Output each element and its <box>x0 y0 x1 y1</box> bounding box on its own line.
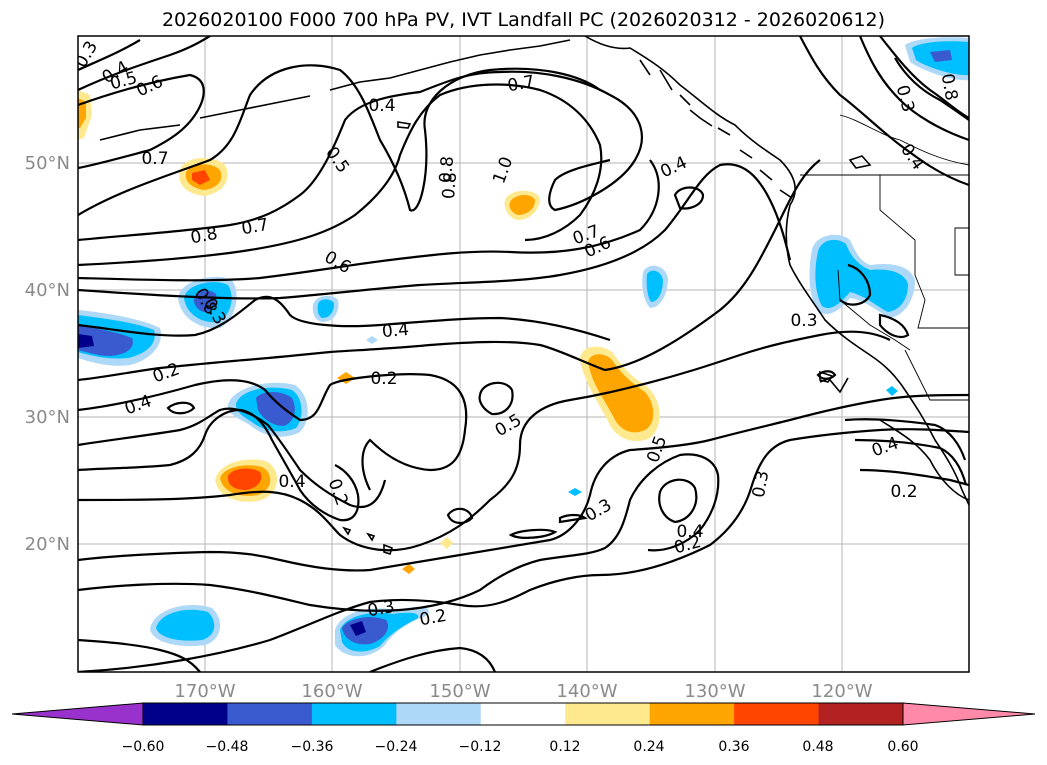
shade-neg <box>646 270 663 302</box>
colorbar-tick-label: −0.60 <box>122 739 165 755</box>
lon-label: 130°W <box>684 681 745 702</box>
colorbar-tick-label: −0.36 <box>291 739 334 755</box>
lat-label: 40°N <box>25 280 70 301</box>
shade-pos <box>588 354 654 433</box>
ivt-shading <box>78 37 969 657</box>
shade-neg <box>156 609 215 641</box>
colorbar-segment <box>734 703 820 725</box>
contour-label: 0.3 <box>749 469 773 499</box>
colorbar-segment <box>143 703 228 725</box>
lon-label: 120°W <box>811 681 872 702</box>
lat-label: 20°N <box>25 534 70 555</box>
political-borders <box>800 114 969 401</box>
colorbar-tick-label: 0.24 <box>633 739 664 755</box>
lat-axis: 50°N 40°N 30°N 20°N <box>25 153 70 555</box>
shade-pos <box>78 98 86 128</box>
lon-label: 150°W <box>429 681 490 702</box>
pv-contours <box>78 36 969 672</box>
colorbar-segment <box>227 703 313 725</box>
colorbar-tick-label: 0.48 <box>802 739 833 755</box>
colorbar-tick-label: 0.60 <box>887 739 918 755</box>
shade-neg <box>317 299 334 318</box>
lon-label: 140°W <box>556 681 617 702</box>
colorbar-segment <box>649 703 735 725</box>
colorbar-segment <box>396 703 482 725</box>
contour-label: 0.8 <box>436 155 458 184</box>
contour-label: 0.7 <box>240 215 270 239</box>
shade-pos <box>440 537 453 549</box>
contour-label: 0.2 <box>418 606 448 630</box>
contour-label: 0.8 <box>439 171 461 200</box>
contour-label: 0.8 <box>189 224 219 248</box>
colorbar-extend-max <box>902 702 1036 726</box>
lat-label: 30°N <box>25 407 70 428</box>
contour-label: 0.4 <box>368 96 395 116</box>
shade-pos <box>227 468 262 490</box>
contour-label: 0.4 <box>676 522 703 542</box>
shade-neg <box>815 239 908 312</box>
map-panel <box>78 36 969 672</box>
contour-label: 0.7 <box>506 72 536 96</box>
contour-label: 0.7 <box>141 149 168 169</box>
shade-neg <box>886 386 898 396</box>
shade-pos <box>509 194 535 215</box>
contour-label: 0.4 <box>381 320 410 342</box>
lat-label: 50°N <box>25 153 70 174</box>
lon-label: 170°W <box>174 681 235 702</box>
colorbar-ticks: −0.60 −0.48 −0.36 −0.24 −0.12 0.12 0.24 … <box>122 739 919 755</box>
colorbar-tick-label: −0.48 <box>206 739 249 755</box>
colorbar-tick-label: 0.36 <box>718 739 749 755</box>
shade-neg <box>930 50 952 62</box>
colorbar-segment <box>565 703 651 725</box>
lon-label: 160°W <box>301 681 362 702</box>
colorbar-tick-label: −0.12 <box>459 739 502 755</box>
map-title: 2026020100 F000 700 hPa PV, IVT Landfall… <box>161 9 886 31</box>
colorbar-tick-label: −0.24 <box>375 739 418 755</box>
shade-pos <box>402 564 415 574</box>
map-frame <box>77 35 970 673</box>
colorbar-segment <box>311 703 397 725</box>
contour-label: 0.3 <box>366 597 396 621</box>
colorbar-frame <box>142 702 904 726</box>
contour-label: 0.3 <box>790 311 817 331</box>
shade-neg <box>256 392 295 426</box>
shade-neg <box>350 621 366 636</box>
colorbar-extend-min <box>11 702 144 726</box>
shade-neg <box>78 334 94 348</box>
colorbar-segment <box>480 703 566 725</box>
shade-neg <box>568 488 582 496</box>
lon-axis: 170°W 160°W 150°W 140°W 130°W 120°W <box>174 681 872 702</box>
colorbar-segment <box>818 703 904 725</box>
contour-label: 0.2 <box>890 482 917 502</box>
colorbar-tick-label: 0.12 <box>549 739 580 755</box>
shade-neg <box>366 336 378 344</box>
contour-label: 0.8 <box>937 72 961 102</box>
shade-neg <box>78 326 133 356</box>
colorbar <box>11 702 1036 726</box>
shade-neg <box>193 290 217 312</box>
contour-label: 0.2 <box>370 369 397 389</box>
shade-pos <box>192 170 210 185</box>
contour-label: 0.4 <box>278 472 305 492</box>
